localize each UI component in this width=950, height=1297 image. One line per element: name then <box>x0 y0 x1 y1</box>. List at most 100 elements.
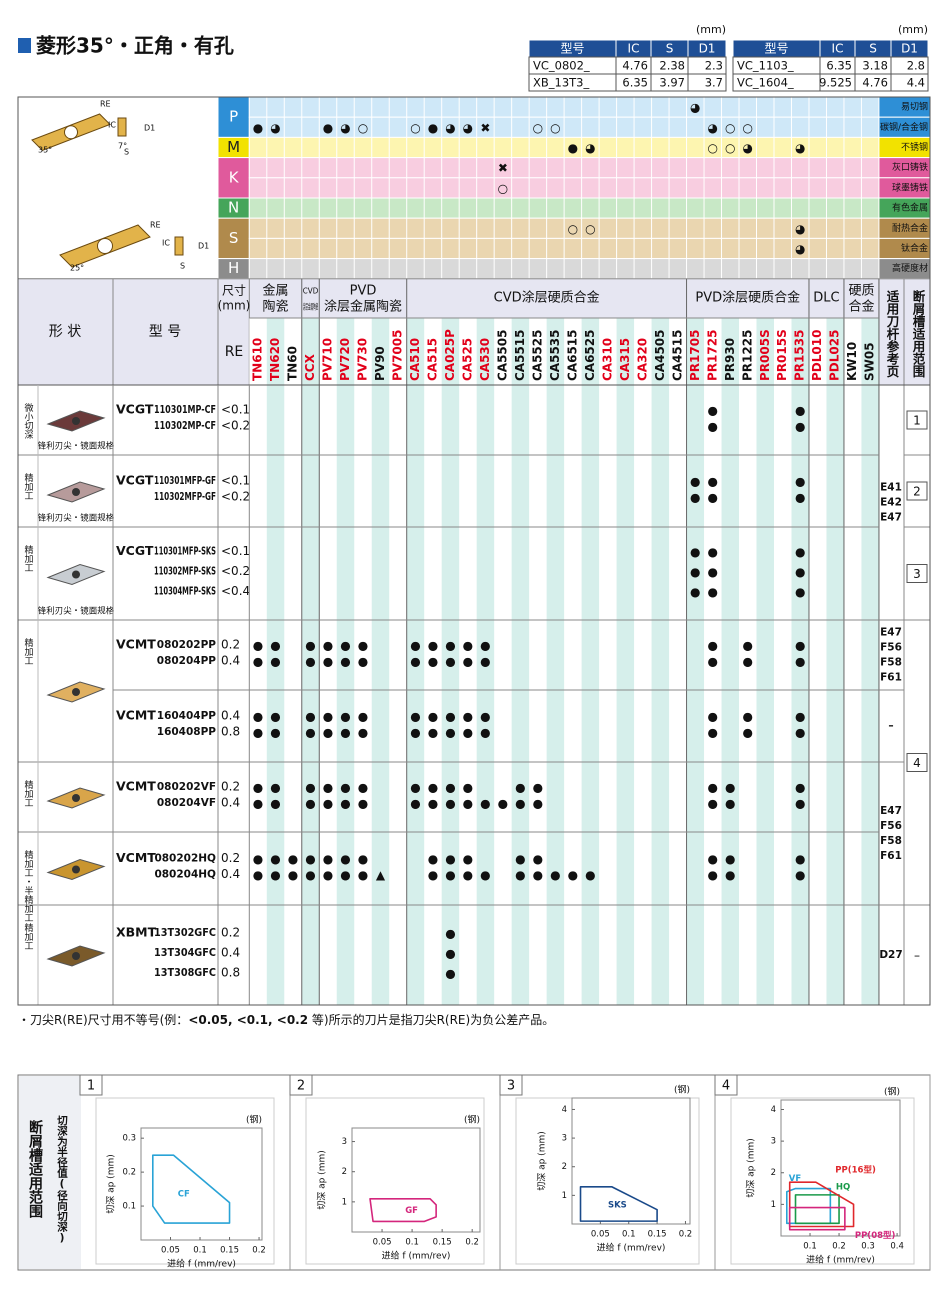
availability-mark: ● <box>795 565 805 579</box>
application-region <box>788 1181 855 1228</box>
availability-mark: ● <box>270 852 280 866</box>
chipbreaker-number: 4 <box>913 756 921 770</box>
process-label: 精加工 <box>23 779 34 807</box>
availability-mark: ● <box>270 726 280 740</box>
availability-mark: ● <box>550 868 560 882</box>
column-stripe <box>721 318 740 1005</box>
re-value: 0.4 <box>221 867 240 881</box>
y-tick-label: 4 <box>771 1105 776 1115</box>
grade-name: PDL025 <box>828 330 842 381</box>
dim-value: 2.38 <box>659 59 685 73</box>
availability-mark: ● <box>358 726 368 740</box>
material-label: (钢) <box>884 1086 900 1098</box>
grade-name: CA4515 <box>670 330 684 382</box>
diagram-label: RE <box>150 221 161 230</box>
column-stripe <box>336 318 355 1005</box>
grade-name: PR930 <box>723 338 737 381</box>
model-code: 13T304GFC <box>154 947 216 959</box>
availability-mark: ● <box>253 726 263 740</box>
chipbreaker-number: 2 <box>913 485 921 499</box>
charts-note: 切深为半径值(径向切深) <box>56 1115 68 1244</box>
grade-name: CA6525 <box>583 330 597 382</box>
header-size: (mm) <box>218 299 251 313</box>
model-code: 110301MFP-GF <box>154 475 216 487</box>
model-series: VCMT <box>116 850 156 865</box>
material-name: 钛合金 <box>901 242 928 254</box>
availability-mark: ● <box>358 868 368 882</box>
availability-mark: ● <box>358 852 368 866</box>
grade-name: PDL010 <box>810 330 824 381</box>
material-mark: ◕ <box>690 101 701 115</box>
x-axis-label: 进给 f (mm/rev) <box>167 1258 236 1270</box>
dim-value: XB_13T3_ <box>533 76 589 90</box>
availability-mark: ● <box>795 420 805 434</box>
grade-name: CA320 <box>635 338 649 381</box>
availability-mark: ● <box>498 797 508 811</box>
holder-ref: – <box>888 720 893 732</box>
model-code: 080202VF <box>157 781 216 793</box>
dim-value: 3.97 <box>659 76 685 90</box>
availability-mark: ● <box>795 639 805 653</box>
availability-mark: ● <box>410 726 420 740</box>
availability-mark: ● <box>445 639 455 653</box>
material-mark: ● <box>428 121 438 135</box>
column-stripe <box>406 318 425 1005</box>
grade-name: CA6515 <box>565 330 579 382</box>
chipbreaker-box <box>906 564 928 583</box>
availability-mark: ● <box>428 639 438 653</box>
availability-mark: ● <box>410 639 420 653</box>
availability-mark: ● <box>708 797 718 811</box>
availability-mark: ● <box>708 868 718 882</box>
grade-name: CA5525 <box>530 330 544 382</box>
y-tick-label: 0.2 <box>122 1168 136 1178</box>
column-stripe <box>546 318 565 1005</box>
y-tick-label: 4 <box>562 1105 567 1115</box>
y-tick-label: 3 <box>342 1137 347 1147</box>
grade-group-label: CVD <box>303 287 318 296</box>
availability-mark: ● <box>410 781 420 795</box>
re-value: 0.2 <box>221 926 240 940</box>
page-title: 菱形35°・正角・有孔 <box>36 34 234 58</box>
grade-group-label: CVD涂层硬质合金 <box>494 290 600 306</box>
material-mark: ○ <box>568 222 578 236</box>
availability-mark: ● <box>445 655 455 669</box>
model-series: VCGT <box>116 402 154 417</box>
material-name: 灰口铸铁 <box>892 161 928 173</box>
x-tick-label: 0.05 <box>373 1238 392 1248</box>
availability-mark: ● <box>253 797 263 811</box>
availability-mark: ● <box>585 868 595 882</box>
availability-mark: ● <box>690 491 700 505</box>
grade-name: CA530 <box>478 338 492 381</box>
availability-mark: ● <box>358 797 368 811</box>
insert-hole <box>72 488 80 496</box>
availability-mark: ● <box>253 868 263 882</box>
column-stripe <box>441 318 460 1005</box>
process-label: 精加工 <box>23 544 34 572</box>
dim-value: 6.35 <box>826 59 852 73</box>
material-name: 耐热合金 <box>892 222 928 234</box>
availability-mark: ▲ <box>376 868 386 882</box>
grade-group-label: 涂层金属陶瓷 <box>303 302 318 312</box>
material-mark: ◕ <box>270 121 281 135</box>
dim-value: 2.3 <box>705 59 723 73</box>
region-label: HQ <box>836 1182 850 1192</box>
region-label: GF <box>405 1206 418 1216</box>
grade-name: PR1535 <box>793 330 807 381</box>
availability-mark: ● <box>708 475 718 489</box>
dim-header: S <box>869 42 877 56</box>
grade-name: SW05 <box>863 342 877 381</box>
column-stripe <box>651 318 670 1005</box>
availability-mark: ● <box>428 852 438 866</box>
availability-mark: ● <box>323 726 333 740</box>
availability-mark: ● <box>445 927 455 941</box>
availability-mark: ● <box>743 655 753 669</box>
model-series: VCMT <box>116 708 156 723</box>
availability-mark: ● <box>463 726 473 740</box>
availability-mark: ● <box>323 868 333 882</box>
availability-mark: ● <box>463 852 473 866</box>
region-label: CF <box>178 1190 190 1200</box>
material-mark: ○ <box>743 121 753 135</box>
availability-mark: ● <box>690 475 700 489</box>
model-code: 160404PP <box>157 710 217 722</box>
re-value: 0.2 <box>221 780 240 794</box>
